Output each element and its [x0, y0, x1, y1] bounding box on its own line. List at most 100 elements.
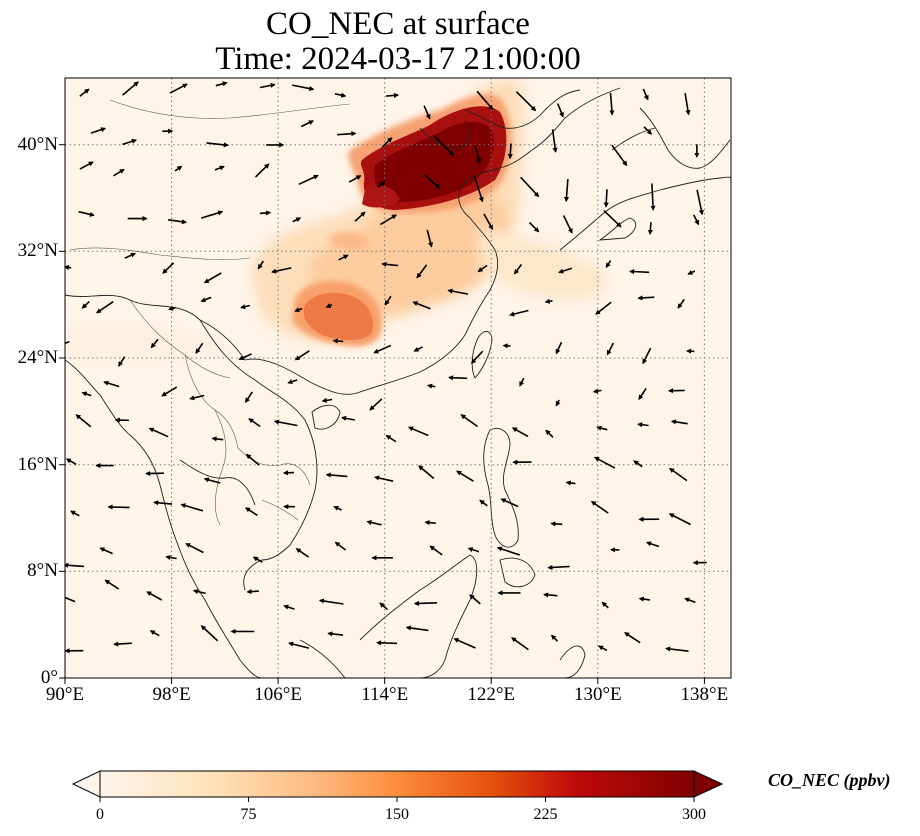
wind-arrow: [366, 520, 382, 526]
wind-arrow: [118, 356, 126, 367]
wind-arrow: [332, 338, 344, 344]
wind-arrow: [325, 472, 348, 478]
wind-arrow: [295, 548, 310, 558]
wind-arrow: [75, 414, 92, 428]
wind-arrow: [429, 545, 443, 556]
wind-arrow: [376, 640, 398, 646]
wind-arrow: [318, 598, 344, 605]
wind-arrow: [78, 210, 95, 217]
wind-arrow: [650, 183, 656, 211]
wind-arrow: [423, 174, 441, 190]
colorbar-tick-label: 300: [682, 806, 706, 823]
wind-arrow: [386, 92, 400, 98]
wind-arrow: [476, 90, 494, 111]
wind-arrow: [609, 92, 615, 116]
coastlines: [65, 87, 731, 678]
colorbar-tick-label: 0: [96, 806, 104, 823]
wind-arrow: [473, 176, 484, 203]
wind-arrow: [338, 254, 349, 261]
wind-arrow: [550, 634, 559, 642]
wind-arrow: [595, 301, 612, 315]
wind-arrow: [592, 388, 602, 394]
wind-arrow: [633, 460, 643, 468]
wind-arrow: [511, 427, 529, 438]
wind-arrow: [259, 210, 272, 216]
wind-arrow: [412, 301, 431, 310]
wind-arrow: [424, 520, 436, 526]
wind-arrow: [696, 189, 704, 216]
wind-arrow: [81, 391, 92, 397]
wind-arrow: [287, 379, 298, 385]
wind-arrow: [148, 427, 169, 438]
colorbar-label: CO_NEC (ppbv): [768, 770, 891, 790]
wind-arrow: [520, 176, 540, 198]
wind-arrow: [70, 510, 80, 517]
wind-arrow: [161, 386, 178, 397]
lat-tick-label: 16°N: [17, 454, 58, 475]
wind-arrow: [292, 217, 302, 223]
wind-arrow: [647, 222, 653, 236]
wind-arrow: [214, 165, 225, 171]
wind-arrow: [528, 221, 540, 233]
lat-tick-label: 32°N: [17, 240, 58, 261]
map-panel: [65, 78, 731, 678]
lon-tick-label: 130°E: [573, 684, 622, 705]
wind-arrow: [684, 92, 691, 116]
wind-arrow: [565, 480, 576, 486]
wind-arrow: [551, 129, 558, 153]
wind-arrow: [637, 295, 655, 301]
wind-arrow: [605, 260, 612, 269]
wind-arrow: [460, 414, 478, 428]
gridlines: [65, 78, 731, 678]
lat-tick-label: 8°N: [27, 560, 58, 581]
wind-arrow: [692, 214, 700, 226]
wind-arrow: [670, 419, 688, 425]
wind-arrow: [200, 210, 224, 219]
wind-arrow: [153, 500, 173, 506]
wind-arrow: [180, 503, 204, 512]
wind-arrow: [189, 394, 205, 401]
wind-arrow: [669, 467, 688, 482]
wind-arrow: [167, 219, 188, 225]
lon-tick-label: 90°E: [45, 684, 85, 705]
wind-arrow: [294, 350, 310, 361]
wind-arrow: [381, 261, 399, 267]
wind-arrow: [601, 601, 609, 609]
wind-arrow: [334, 541, 347, 551]
wind-arrow: [597, 645, 608, 652]
wind-arrow: [107, 504, 130, 510]
wind-arrow: [325, 303, 333, 308]
wind-arrow: [211, 436, 224, 442]
wind-arrow: [113, 168, 125, 177]
wind-arrow: [555, 399, 561, 407]
wind-arrow: [467, 547, 480, 553]
wind-arrow: [327, 631, 344, 637]
wind-arrow: [203, 477, 221, 484]
wind-arrow: [369, 398, 383, 411]
wind-arrow: [563, 178, 570, 203]
wind-arrow: [122, 138, 137, 146]
wind-arrow: [416, 264, 428, 279]
wind-arrow: [413, 600, 438, 607]
wind-arrow: [511, 637, 529, 651]
wind-arrow: [99, 547, 113, 555]
colorbar-extend-min: [71, 770, 101, 798]
wind-arrow: [556, 103, 564, 118]
wind-arrow: [638, 596, 651, 602]
wind-arrow: [200, 296, 212, 303]
wind-arrow: [474, 144, 482, 164]
wind-arrow: [596, 425, 608, 431]
wind-arrow: [168, 305, 176, 311]
colorbar-extend-max: [693, 770, 724, 798]
wind-arrow: [103, 380, 120, 388]
wind-arrow: [509, 309, 529, 317]
wind-arrow: [96, 301, 114, 314]
wind-arrow: [562, 215, 573, 234]
wind-arrow: [348, 175, 362, 183]
wind-arrow: [519, 377, 525, 387]
wind-arrow: [90, 127, 107, 134]
wind-arrow: [426, 383, 436, 389]
wind-arrow: [423, 105, 431, 120]
wind-arrow: [379, 214, 397, 226]
wind-arrow: [638, 387, 647, 401]
